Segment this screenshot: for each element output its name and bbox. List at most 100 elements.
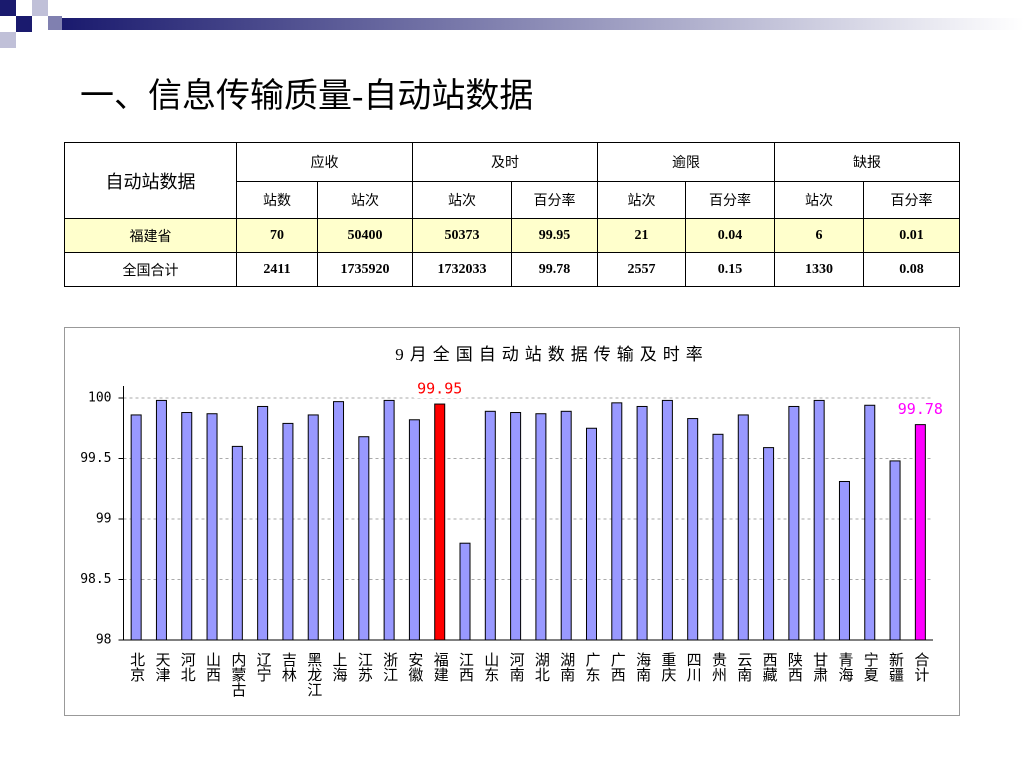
table-cell: 0.08 [863, 252, 960, 287]
bar [636, 405, 648, 641]
group-header: 缺报 [774, 142, 960, 182]
table-cell: 2557 [597, 252, 686, 287]
table-cell: 0.04 [685, 218, 775, 253]
x-tick-label: 西藏 [761, 652, 778, 683]
bar [408, 419, 420, 641]
x-tick-label: 辽宁 [255, 652, 272, 682]
x-tick-label: 河北 [179, 652, 196, 682]
bar [181, 412, 193, 641]
x-tick-label: 天津 [153, 652, 170, 682]
x-tick-label: 四川 [685, 652, 702, 682]
x-tick-label: 广西 [609, 652, 626, 682]
x-tick-label: 湖北 [533, 652, 550, 682]
bar [585, 427, 597, 641]
sub-header: 百分率 [511, 181, 598, 219]
data-table: 自动站数据 应收 及时 逾限 缺报 站数 站次 站次 百分率 站次 百分率 站次… [64, 142, 960, 287]
table-cell: 1732033 [412, 252, 512, 287]
decor-square [16, 16, 32, 32]
x-tick-label: 合计 [912, 652, 929, 682]
bar [788, 405, 800, 641]
x-tick-label: 内蒙古 [229, 652, 246, 697]
x-tick-label: 湖南 [558, 652, 575, 682]
y-tick-label: 99 [96, 512, 112, 527]
y-tick-label: 98.5 [80, 572, 111, 587]
x-tick-label: 云南 [735, 652, 752, 682]
table-cell: 50400 [317, 218, 413, 253]
table-cell: 0.01 [863, 218, 960, 253]
table-row: 全国合计 2411 1735920 1732033 99.78 2557 0.15 1330 0… [64, 252, 960, 287]
x-tick-label: 黑龙江 [305, 652, 322, 697]
table-cell: 50373 [412, 218, 512, 253]
bar [838, 480, 850, 641]
group-header: 逾限 [597, 142, 775, 182]
bar [813, 399, 825, 641]
x-tick-label: 河南 [508, 652, 525, 682]
x-tick-label: 青海 [836, 652, 853, 682]
x-tick-label: 浙江 [381, 652, 398, 682]
bar [434, 403, 446, 641]
bar [257, 405, 269, 641]
decor-square [32, 0, 48, 16]
bar [484, 410, 496, 641]
y-tick-label: 98 [96, 633, 112, 648]
x-tick-label: 广东 [583, 652, 600, 682]
x-tick-label: 福建 [432, 652, 449, 682]
decor-square [0, 0, 16, 16]
sub-header: 百分率 [863, 181, 960, 219]
bar [333, 401, 345, 641]
group-header: 应收 [236, 142, 413, 182]
value-label-bg [894, 400, 947, 419]
bar [459, 542, 471, 641]
bar [358, 436, 370, 641]
bar [737, 414, 749, 641]
decor-square [48, 16, 62, 30]
x-tick-label: 甘肃 [811, 652, 828, 682]
x-tick-label: 山西 [204, 652, 221, 682]
sub-header: 站次 [317, 181, 413, 219]
value-label-bg [413, 380, 466, 399]
bar [307, 414, 319, 641]
bar [661, 399, 673, 641]
table-cell: 21 [597, 218, 686, 253]
bar [712, 433, 724, 641]
bar [130, 414, 142, 641]
x-tick-label: 重庆 [659, 652, 676, 682]
table-cell: 99.95 [511, 218, 598, 253]
bar [763, 447, 775, 641]
x-tick-label: 宁夏 [862, 652, 879, 682]
decor-bar [62, 18, 1024, 30]
bar [560, 410, 572, 641]
x-tick-label: 北京 [128, 652, 145, 683]
table-cell: 福建省 [64, 218, 237, 253]
bar [687, 418, 699, 641]
bar [914, 424, 926, 641]
table-cell: 2411 [236, 252, 318, 287]
bar [889, 460, 901, 641]
x-tick-label: 江西 [457, 652, 474, 682]
bar [864, 404, 876, 641]
x-tick-label: 贵州 [710, 652, 727, 682]
bar [282, 422, 294, 641]
table-cell: 6 [774, 218, 864, 253]
bar [155, 399, 167, 641]
table-cell: 1330 [774, 252, 864, 287]
chart-title: 9月全国自动站数据传输及时率 [395, 345, 709, 364]
bar [206, 413, 218, 641]
x-tick-label: 山东 [482, 652, 498, 682]
x-tick-label: 吉林 [280, 652, 297, 682]
y-tick-label: 100 [88, 391, 111, 406]
bar [611, 402, 623, 641]
table-corner: 自动站数据 [64, 142, 237, 219]
decor-square [0, 32, 16, 48]
bar [535, 413, 547, 641]
x-tick-label: 海南 [634, 652, 651, 682]
sub-header: 百分率 [685, 181, 775, 219]
bar [231, 445, 243, 641]
value-label: 99.78 [898, 400, 943, 418]
x-tick-label: 陕西 [786, 652, 803, 682]
bar [510, 412, 522, 641]
table-row: 福建省 70 50400 50373 99.95 21 0.04 6 0.01 [64, 218, 960, 253]
slide-title: 一、信息传输质量-自动站数据 [80, 78, 534, 115]
